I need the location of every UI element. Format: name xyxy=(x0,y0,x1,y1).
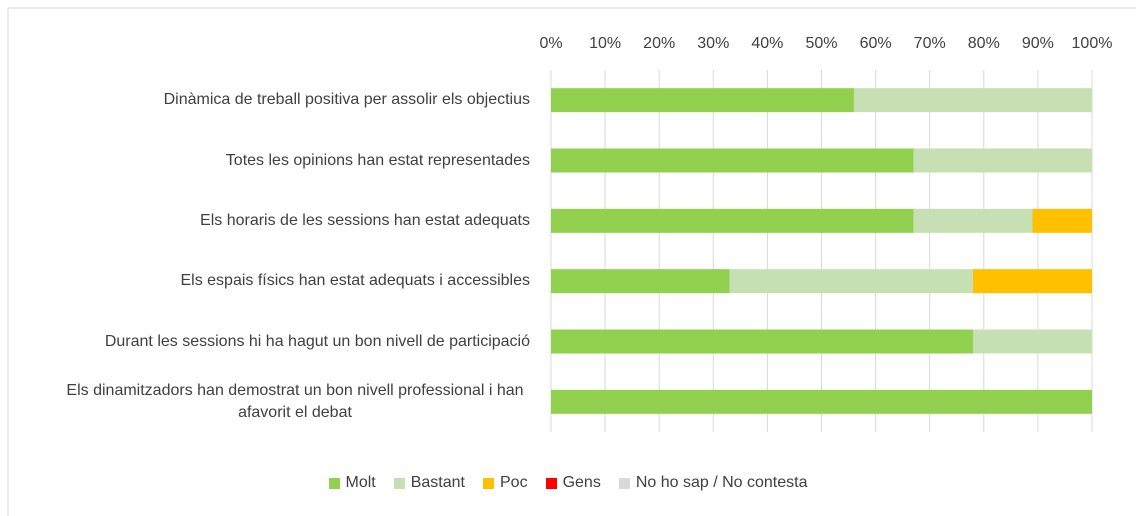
legend-item: No ho sap / No contesta xyxy=(618,474,808,492)
bar-segment xyxy=(551,148,914,173)
bar-segment xyxy=(1032,208,1092,233)
legend-label: Gens xyxy=(562,474,601,491)
x-tick-label: 80% xyxy=(968,35,1000,52)
bar-segment xyxy=(551,389,1092,414)
x-tick-label: 70% xyxy=(914,35,946,52)
bar-segment xyxy=(551,208,914,233)
x-tick-label: 40% xyxy=(751,35,783,52)
legend-item: Gens xyxy=(545,474,601,492)
legend-label: Molt xyxy=(345,474,376,491)
bar-segment xyxy=(551,88,854,113)
bar-segment xyxy=(972,329,1092,354)
legend-swatch xyxy=(545,477,557,489)
category-label: Els horaris de les sessions han estat ad… xyxy=(200,211,530,229)
x-tick-label: 0% xyxy=(539,35,562,52)
legend-swatch xyxy=(328,477,340,489)
bar-segment xyxy=(853,88,1092,113)
legend-label: No ho sap / No contesta xyxy=(635,474,808,491)
category-label: Totes les opinions han estat representad… xyxy=(225,151,530,169)
x-tick-label: 10% xyxy=(589,35,621,52)
legend-swatch xyxy=(618,477,630,489)
legend-item: Bastant xyxy=(393,474,465,492)
bar-segment xyxy=(913,148,1092,173)
legend-item: Poc xyxy=(483,474,528,492)
bar-segment xyxy=(729,269,973,294)
legend-item: Molt xyxy=(328,474,376,492)
bar-segment xyxy=(972,269,1092,294)
x-tick-label: 100% xyxy=(1072,35,1113,52)
bar-segment xyxy=(913,208,1033,233)
legend-label: Poc xyxy=(500,474,528,491)
category-label: Dinàmica de treball positiva per assolir… xyxy=(163,91,530,109)
bar-segment xyxy=(551,269,730,294)
category-label: Durant les sessions hi ha hagut un bon n… xyxy=(104,332,530,350)
category-label: Els dinamitzadors han demostrat un bon n… xyxy=(66,381,524,421)
chart-frame xyxy=(7,7,1136,516)
legend-swatch xyxy=(393,477,405,489)
category-label: Els espais físics han estat adequats i a… xyxy=(180,272,530,290)
x-tick-label: 20% xyxy=(643,35,675,52)
x-tick-label: 30% xyxy=(697,35,729,52)
legend-swatch xyxy=(483,477,494,489)
bar-segment xyxy=(551,329,973,354)
x-tick-label: 50% xyxy=(805,35,837,52)
x-tick-label: 90% xyxy=(1022,35,1054,52)
legend: Molt Bastant Poc Gens No ho sap / No contest… xyxy=(0,474,1136,492)
x-tick-label: 60% xyxy=(860,35,892,52)
legend-label: Bastant xyxy=(410,474,465,491)
